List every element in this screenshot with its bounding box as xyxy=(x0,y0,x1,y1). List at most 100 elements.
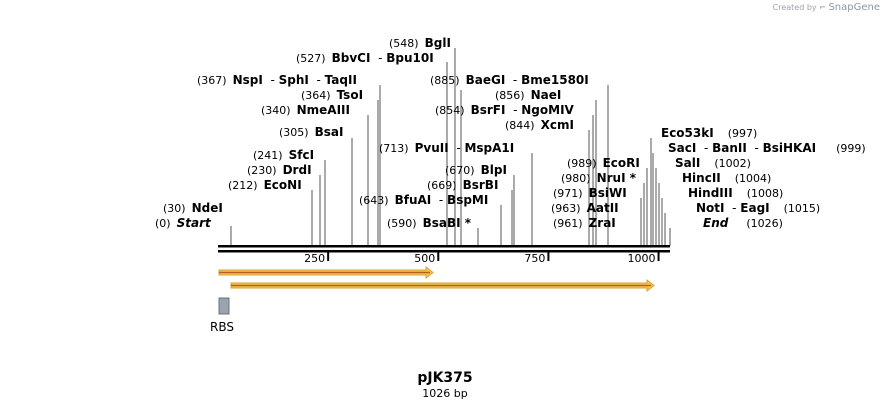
enzyme-name: End xyxy=(703,216,729,230)
site-label: (669) BsrBI xyxy=(427,178,498,192)
site-label: (989) EcoRI xyxy=(567,156,640,170)
site-label: (241) SfcI xyxy=(253,148,314,162)
snapgene-logo-icon: ⌐ xyxy=(819,3,826,12)
site-label: SacI - BanII - BsiHKAI (999) xyxy=(668,141,866,155)
enzyme-name: BlpI xyxy=(480,163,507,177)
name-separator: - xyxy=(262,73,279,87)
enzyme-name: NdeI xyxy=(191,201,223,215)
site-position: (590) xyxy=(387,217,417,230)
site-label: (963) AatII xyxy=(551,201,619,215)
strand-top xyxy=(218,245,670,248)
name-separator: - xyxy=(370,51,387,65)
site-position: (1026) xyxy=(746,217,783,230)
site-label: (527) BbvCI - Bpu10I xyxy=(296,51,434,65)
site-label: (30) NdeI xyxy=(163,201,223,215)
site-position: (885) xyxy=(430,74,460,87)
enzyme-name: Bme1580I xyxy=(521,73,589,87)
site-position: (241) xyxy=(253,149,283,162)
name-separator: - xyxy=(505,73,522,87)
enzyme-name: BglI xyxy=(424,36,451,50)
name-separator: - xyxy=(505,103,522,117)
site-label: (340) NmeAIII xyxy=(261,103,350,117)
site-label: (854) BsrFI - NgoMIV xyxy=(435,103,574,117)
site-position: (980) xyxy=(561,172,591,185)
snapgene-watermark: Created by ⌐ SnapGene xyxy=(773,2,880,13)
site-position: (212) xyxy=(228,179,258,192)
enzyme-name: Bpu10I xyxy=(386,51,434,65)
enzyme-name: BsaI xyxy=(314,125,344,139)
enzyme-name: DrdI xyxy=(282,163,312,177)
enzyme-name: NotI xyxy=(696,201,725,215)
enzyme-name: NspI xyxy=(232,73,263,87)
site-label: (364) TsoI xyxy=(301,88,363,102)
site-position: (340) xyxy=(261,104,291,117)
site-label: HincII (1004) xyxy=(682,171,771,185)
enzyme-name: NmeAIII xyxy=(296,103,350,117)
plasmid-length: 1026 bp xyxy=(422,387,468,400)
site-label: (980) NruI * xyxy=(561,171,636,185)
enzyme-name: EcoNI xyxy=(263,178,302,192)
site-position: (971) xyxy=(553,187,583,200)
enzyme-name: EcoRI xyxy=(602,156,640,170)
enzyme-name: Eco53kI xyxy=(661,126,714,140)
site-position: (643) xyxy=(359,194,389,207)
enzyme-name: BaeGI xyxy=(465,73,506,87)
site-label: (0) Start xyxy=(155,216,211,230)
enzyme-name: BfuAI xyxy=(394,193,432,207)
name-separator: - xyxy=(746,141,763,155)
site-position: (854) xyxy=(435,104,465,117)
name-separator: - xyxy=(724,201,741,215)
enzyme-name: NruI * xyxy=(596,171,637,185)
enzyme-name: NaeI xyxy=(530,88,562,102)
site-position: (999) xyxy=(836,142,866,155)
site-label: (643) BfuAI - BspMI xyxy=(359,193,488,207)
enzyme-name: SphI xyxy=(278,73,309,87)
orf-arrow-1 xyxy=(218,265,434,280)
site-position: (30) xyxy=(163,202,186,215)
site-label: (885) BaeGI - Bme1580I xyxy=(430,73,589,87)
site-label: (844) XcmI xyxy=(505,118,574,132)
name-separator: - xyxy=(308,73,325,87)
site-position: (989) xyxy=(567,157,597,170)
rbs-label: RBS xyxy=(210,320,234,334)
site-label: (367) NspI - SphI - TaqII xyxy=(197,73,357,87)
site-label: (230) DrdI xyxy=(247,163,312,177)
name-separator: - xyxy=(448,141,465,155)
site-leader-lines xyxy=(230,48,671,246)
site-position: (364) xyxy=(301,89,331,102)
site-position: (1015) xyxy=(783,202,821,215)
plasmid-name: pJK375 xyxy=(417,370,473,386)
site-label: SalI (1002) xyxy=(675,156,751,170)
site-position: (713) xyxy=(379,142,409,155)
ruler-tick-label: 500 xyxy=(414,252,435,265)
site-position: (997) xyxy=(727,127,758,140)
site-label: (670) BlpI xyxy=(445,163,507,177)
site-position: (963) xyxy=(551,202,581,215)
strand-bottom xyxy=(218,250,670,253)
site-position: (527) xyxy=(296,52,326,65)
ruler-tick-label: 750 xyxy=(524,252,545,265)
enzyme-name: BsrFI xyxy=(470,103,506,117)
ruler: 250 500 750 1000 xyxy=(304,252,660,265)
site-label: (590) BsaBI * xyxy=(387,216,471,230)
site-label: (961) ZraI xyxy=(553,216,616,230)
site-position: (961) xyxy=(553,217,583,230)
ruler-tick-label: 1000 xyxy=(628,252,656,265)
enzyme-name: BspMI xyxy=(447,193,489,207)
enzyme-name: SalI xyxy=(675,156,701,170)
watermark-brand: SnapGene xyxy=(828,2,880,13)
enzyme-name: AatII xyxy=(586,201,619,215)
enzyme-name: BanII xyxy=(712,141,747,155)
site-label: (548) BglI xyxy=(389,36,451,50)
enzyme-name: SfcI xyxy=(288,148,315,162)
site-label: (713) PvuII - MspA1I xyxy=(379,141,514,155)
enzyme-name: SacI xyxy=(668,141,697,155)
enzyme-name: HindIII xyxy=(688,186,733,200)
site-label: (971) BsiWI xyxy=(553,186,627,200)
plasmid-title-block: pJK375 1026 bp xyxy=(0,370,890,400)
site-label: (305) BsaI xyxy=(279,125,343,139)
enzyme-name: EagI xyxy=(740,201,770,215)
enzyme-name: PvuII xyxy=(414,141,449,155)
enzyme-name: TsoI xyxy=(336,88,364,102)
